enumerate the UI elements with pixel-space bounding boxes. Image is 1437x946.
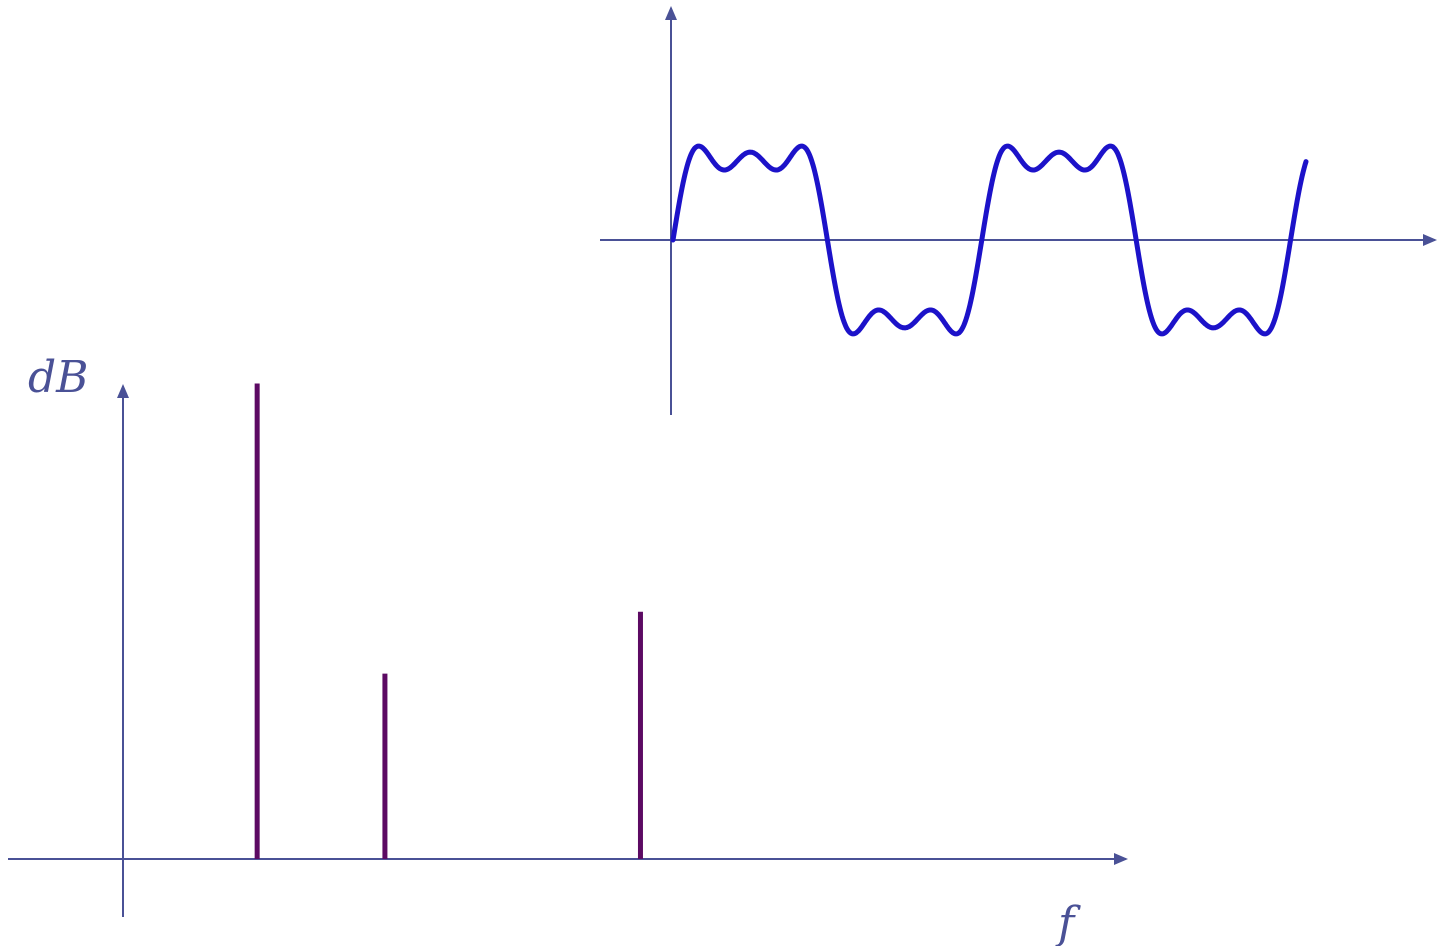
spectral-lines — [254, 383, 643, 859]
waveform-line — [670, 143, 1309, 337]
y-axis-label: dB — [28, 352, 89, 403]
x-axis-label: f — [1055, 898, 1081, 946]
spectrum-plot: dB f — [8, 352, 1128, 946]
waveform-plot — [600, 6, 1437, 415]
